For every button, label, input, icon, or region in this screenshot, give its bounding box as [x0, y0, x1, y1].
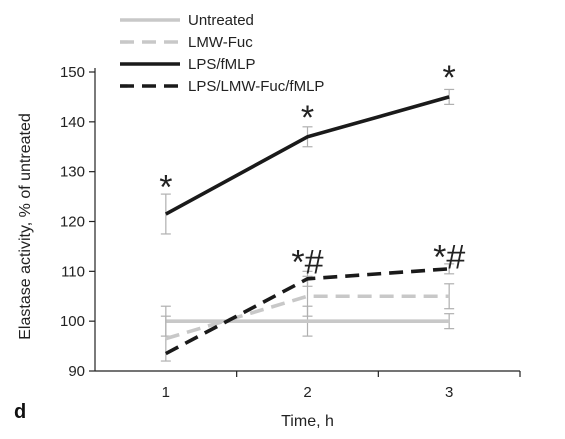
legend-label: LPS/LMW-Fuc/fMLP: [188, 78, 324, 95]
series-layer: [160, 88, 455, 362]
significance-annotation: *#: [291, 243, 323, 281]
y-tick-label: 130: [60, 164, 85, 181]
legend-label: Untreated: [188, 12, 254, 29]
significance-annotation: *: [159, 169, 172, 207]
y-tick-label: 110: [61, 263, 85, 280]
significance-annotation: *: [301, 99, 314, 137]
significance-annotation: *: [443, 59, 456, 97]
legend: Untreated LMW-Fuc LPS/fMLP LPS/LMW-Fuc/fMLP: [120, 12, 324, 95]
series-lmw-fuc: [160, 275, 455, 362]
series-lps-fmlp: [160, 88, 455, 235]
legend-label: LMW-Fuc: [188, 34, 253, 51]
x-tick-label: 2: [303, 384, 311, 401]
x-tick-label: 1: [162, 384, 170, 401]
x-axis-title: Time, h: [281, 413, 334, 430]
y-tick-label: 90: [68, 363, 85, 380]
legend-label: LPS/fMLP: [188, 56, 256, 73]
series-lps-lmw-fuc-fmlp: [164, 263, 455, 356]
y-axis-title: Elastase activity, % of untreated: [17, 113, 34, 339]
series-line: [165, 294, 450, 341]
y-tick-label: 140: [60, 114, 85, 131]
axes: 90 100 110 120 130 140 150 1 2 3: [60, 64, 521, 401]
x-tick-label: 3: [445, 384, 453, 401]
y-tick-label: 150: [60, 64, 85, 81]
panel-label: d: [14, 401, 26, 423]
y-tick-label: 100: [60, 313, 85, 330]
annotations: * * * *# *#: [159, 59, 465, 281]
y-tick-label: 120: [60, 214, 85, 231]
significance-annotation: *#: [433, 238, 465, 276]
